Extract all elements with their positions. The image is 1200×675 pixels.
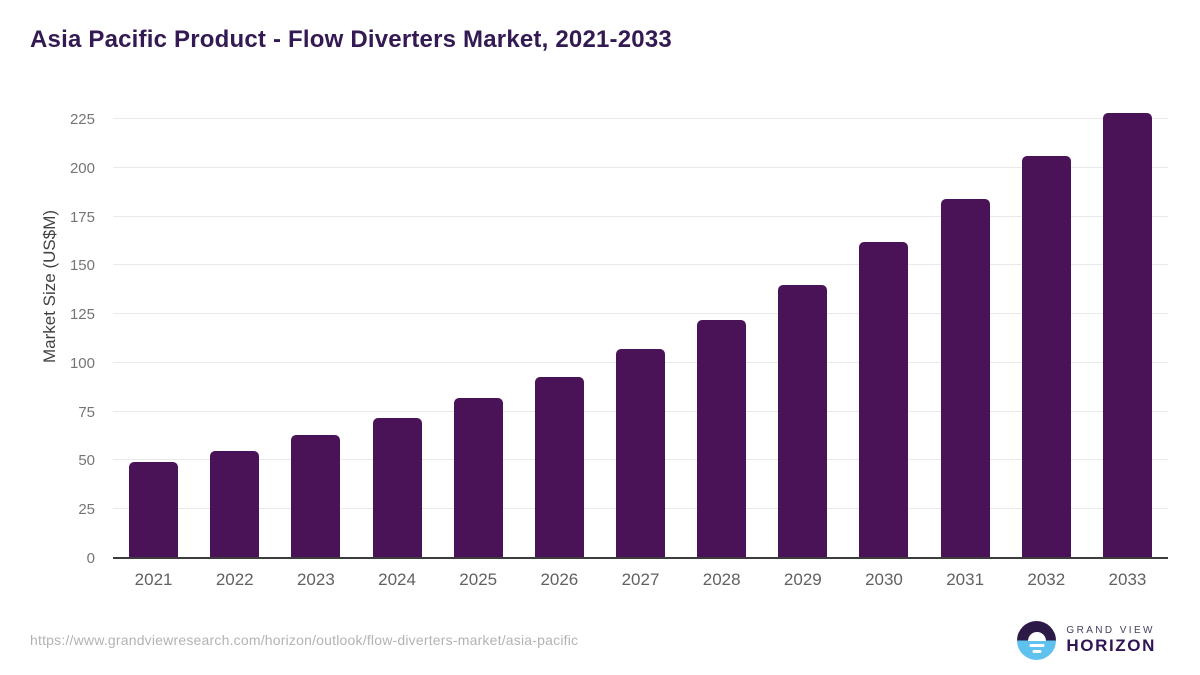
x-tick-label: 2025 — [459, 570, 498, 589]
x-tick-label: 2030 — [865, 570, 903, 589]
bar-2031 — [940, 199, 990, 558]
grand-view-horizon-logo: GRAND VIEW HORIZON — [1017, 621, 1156, 660]
source-url: https://www.grandviewresearch.com/horizo… — [30, 632, 579, 648]
y-tick-label: 200 — [69, 159, 95, 177]
bar-2028 — [697, 320, 747, 558]
y-tick-label: 25 — [78, 501, 95, 519]
y-tick-label: 50 — [78, 452, 95, 470]
bar-cell — [925, 105, 1006, 558]
bars-row — [113, 105, 1168, 558]
y-tick-label: 225 — [69, 111, 95, 129]
bar-cell — [275, 105, 356, 558]
bar-cell — [1087, 105, 1168, 558]
bar-2023 — [291, 435, 341, 558]
logo-reflection-bar-1 — [1029, 643, 1045, 647]
bar-cell — [113, 105, 194, 558]
bar-2026 — [534, 376, 584, 558]
bar-cell — [843, 105, 924, 558]
y-tick-label: 0 — [86, 550, 95, 567]
x-tick-label: 2031 — [946, 570, 985, 589]
bar-cell — [600, 105, 681, 558]
bar-2029 — [778, 284, 828, 558]
bar-2032 — [1021, 156, 1071, 558]
x-tick-label: 2027 — [621, 570, 660, 589]
x-tick-label: 2024 — [378, 570, 416, 589]
logo-text: GRAND VIEW HORIZON — [1066, 625, 1156, 656]
y-tick-label: 75 — [78, 403, 95, 421]
x-tick-label: 2021 — [134, 570, 173, 589]
gridline — [113, 313, 1168, 315]
gridline — [113, 118, 1168, 120]
logo-grand-view-text: GRAND VIEW — [1066, 624, 1155, 636]
bar-cell — [356, 105, 437, 558]
y-tick-label: 100 — [69, 354, 95, 372]
x-tick-label: 2023 — [296, 570, 335, 589]
y-tick-label: 175 — [69, 208, 95, 226]
x-axis-line — [113, 557, 1168, 559]
bar-2024 — [372, 417, 422, 558]
x-tick-label: 2028 — [702, 570, 741, 589]
logo-horizon-text: HORIZON — [1066, 636, 1156, 656]
bar-cell — [438, 105, 519, 558]
bar-cell — [762, 105, 843, 558]
x-tick-label: 2026 — [540, 570, 579, 589]
logo-sun-shape — [1027, 631, 1046, 641]
bar-2022 — [210, 450, 260, 558]
y-tick-label: 150 — [69, 257, 95, 275]
y-tick-label: 125 — [69, 306, 95, 324]
bar-chart-plot-area — [113, 105, 1168, 558]
bar-cell — [681, 105, 762, 558]
bar-2030 — [859, 241, 909, 558]
gridline — [113, 215, 1168, 217]
x-tick-label: 2029 — [783, 570, 822, 589]
bar-2021 — [129, 462, 179, 558]
gridline — [113, 166, 1168, 168]
chart-title: Asia Pacific Product - Flow Diverters Ma… — [30, 26, 672, 53]
bar-cell — [194, 105, 275, 558]
x-tick-label: 2022 — [215, 570, 254, 589]
bar-2033 — [1102, 113, 1152, 558]
x-tick-label: 2033 — [1108, 570, 1147, 589]
x-axis-tick-labels: 2021 2022 2023 2024 2025 2026 2027 2028 2029 2030… — [113, 570, 1168, 590]
logo-reflection-bar-2 — [1032, 649, 1042, 653]
bar-2027 — [616, 349, 666, 558]
bar-cell — [519, 105, 600, 558]
sunrise-horizon-icon — [1017, 621, 1057, 660]
bar-2025 — [453, 398, 503, 558]
gridline — [113, 264, 1168, 266]
bar-cell — [1006, 105, 1087, 558]
x-tick-label: 2032 — [1027, 570, 1066, 589]
